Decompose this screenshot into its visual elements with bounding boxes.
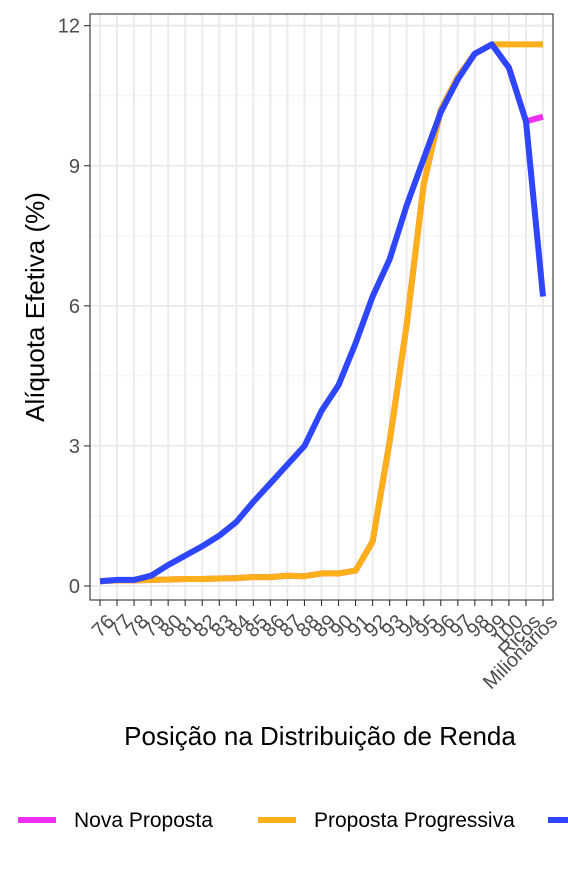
y-tick-label: 12 [58,16,80,38]
legend-label-2: Proposta Progressiva [314,809,515,832]
y-tick-label: 6 [69,296,80,318]
series-line-3 [99,41,546,585]
y-axis: 0 3 6 9 12 [58,16,90,598]
x-axis-title: Posição na Distribuição de Renda [124,721,516,751]
legend-label-1: Nova Proposta [74,809,213,832]
y-tick-label: 0 [69,576,80,598]
y-tick-label: 9 [69,156,80,178]
y-tick-label: 3 [69,436,80,458]
major-gridlines [90,14,553,600]
series-lines [99,41,546,585]
legend: Nova Proposta Proposta Progressiva [18,809,568,832]
y-axis-title: Alíquota Efetiva (%) [20,192,50,422]
